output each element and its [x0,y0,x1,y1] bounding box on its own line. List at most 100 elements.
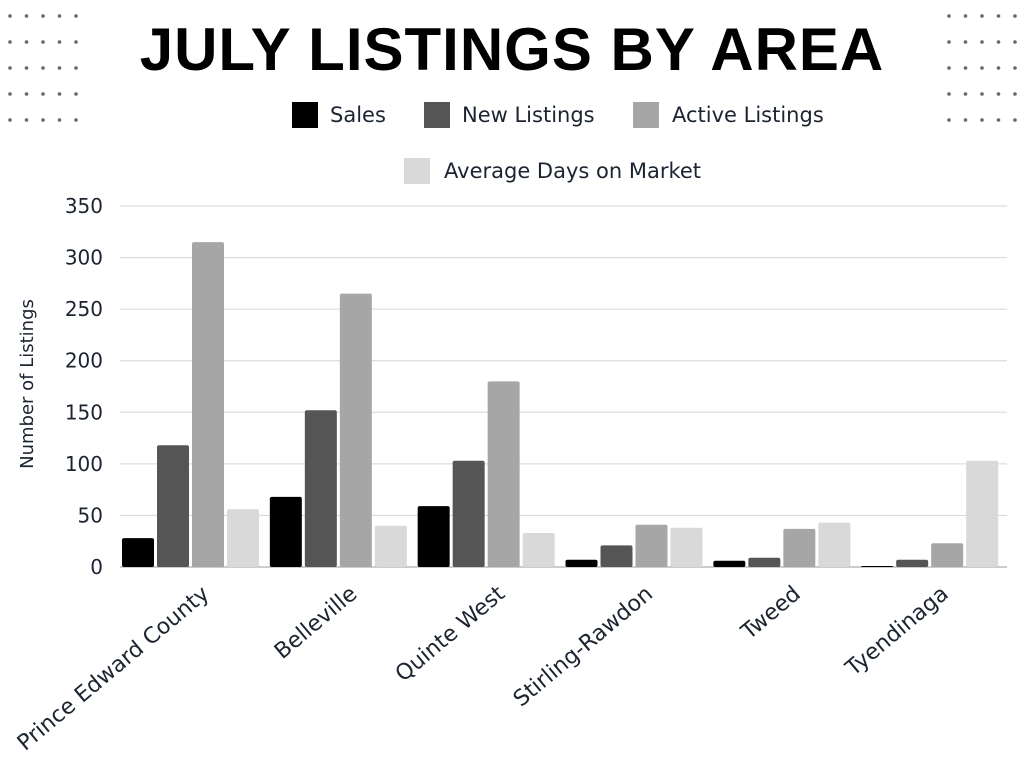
bar-new-listings-tyendinaga [896,559,929,567]
y-tick-label: 300 [65,246,103,270]
bar-active-listings-tyendinaga [931,543,964,567]
decorative-dot [41,118,45,122]
bar-new-listings-prince-edward-county [157,445,189,567]
legend-label-active-listings: Active Listings [672,103,824,127]
decorative-dot [24,14,29,18]
decorative-dot [996,66,1001,70]
y-axis-label: Number of Listings [17,299,38,469]
decorative-dot [57,92,62,96]
decorative-dot [947,66,951,70]
x-category-label: Tyendinaga [841,581,954,681]
legend: Sales New Listings Active Listings Avera… [292,102,824,184]
decorative-dot [947,118,951,122]
decorative-dot [8,40,12,44]
decorative-dot [1013,40,1017,44]
decorative-dot [980,118,984,122]
bar-sales-stirling-rawdon [565,559,598,567]
decorative-dot [963,14,968,18]
y-tick-label: 0 [90,555,103,579]
decorative-dot [8,118,12,122]
bar-sales-tweed [713,560,746,567]
decorative-dot [57,14,62,18]
chart-title: JULY LISTINGS BY AREA [140,16,885,83]
decorative-dot [980,92,984,96]
decorative-dot [1013,14,1017,18]
bar-new-listings-tweed [748,557,781,567]
bar-sales-belleville [269,496,302,567]
decorative-dot [980,40,984,44]
bar-active-listings-quinte-west [487,381,520,567]
decorative-dot [1013,66,1017,70]
legend-label-sales: Sales [330,103,386,127]
decorative-dot [24,40,29,44]
decorative-dot [24,118,29,122]
y-tick-label: 50 [78,503,103,527]
decorative-dot [74,118,78,122]
decorative-dots-left [8,14,78,122]
bar-active-listings-belleville [339,293,372,567]
legend-swatch-new-listings [424,102,450,128]
x-category-label: Quinte West [391,581,510,687]
decorative-dot [1013,92,1017,96]
y-tick-label: 350 [65,194,103,218]
decorative-dot [74,66,78,70]
decorative-dot [963,118,968,122]
legend-label-average-days-on-market: Average Days on Market [444,159,701,183]
bar-sales-prince-edward-county [122,538,154,567]
decorative-dot [996,14,1001,18]
decorative-dots-right [947,14,1017,122]
decorative-dot [8,14,12,18]
decorative-dot [963,40,968,44]
bar-average-days-on-market-belleville [374,525,407,567]
bar-average-days-on-market-tyendinaga [966,460,999,567]
decorative-dot [996,92,1001,96]
legend-swatch-active-listings [633,102,659,128]
decorative-dot [57,66,62,70]
decorative-dot [980,66,984,70]
decorative-dot [24,66,29,70]
bar-average-days-on-market-tweed [818,522,851,567]
decorative-dot [74,14,78,18]
decorative-dot [8,92,12,96]
bars [122,242,999,567]
decorative-dot [41,66,45,70]
decorative-dot [57,118,62,122]
decorative-dot [74,40,78,44]
legend-label-new-listings: New Listings [462,103,595,127]
decorative-dot [996,40,1001,44]
decorative-dot [963,92,968,96]
bar-average-days-on-market-quinte-west [522,532,555,567]
y-axis-ticks: 0 50 100 150 200 250 300 350 [65,194,103,579]
decorative-dot [57,40,62,44]
bar-active-listings-prince-edward-county [192,242,224,567]
decorative-dot [947,92,951,96]
x-axis-categories: Prince Edward County Belleville Quinte Wes… [13,581,954,756]
bar-sales-tyendinaga [861,565,894,567]
decorative-dot [996,118,1001,122]
decorative-dot [947,14,951,18]
legend-swatch-average-days-on-market [404,158,430,184]
bar-new-listings-stirling-rawdon [600,545,633,567]
decorative-dot [8,66,12,70]
x-category-label: Tweed [736,581,806,645]
bar-active-listings-tweed [783,528,816,567]
legend-swatch-sales [292,102,318,128]
decorative-dot [947,40,951,44]
decorative-dot [41,14,45,18]
bar-new-listings-belleville [304,410,337,567]
decorative-dot [980,14,984,18]
y-tick-label: 150 [65,400,103,424]
y-tick-label: 200 [65,349,103,373]
y-tick-label: 250 [65,297,103,321]
decorative-dot [1013,118,1017,122]
bar-average-days-on-market-prince-edward-county [227,509,259,567]
gridlines [120,205,1007,568]
x-category-label: Belleville [270,581,362,664]
y-tick-label: 100 [65,452,103,476]
bar-new-listings-quinte-west [452,460,485,567]
bar-active-listings-stirling-rawdon [635,524,668,567]
bar-average-days-on-market-stirling-rawdon [670,527,703,567]
decorative-dot [41,92,45,96]
x-category-label: Stirling-Rawdon [509,581,658,712]
